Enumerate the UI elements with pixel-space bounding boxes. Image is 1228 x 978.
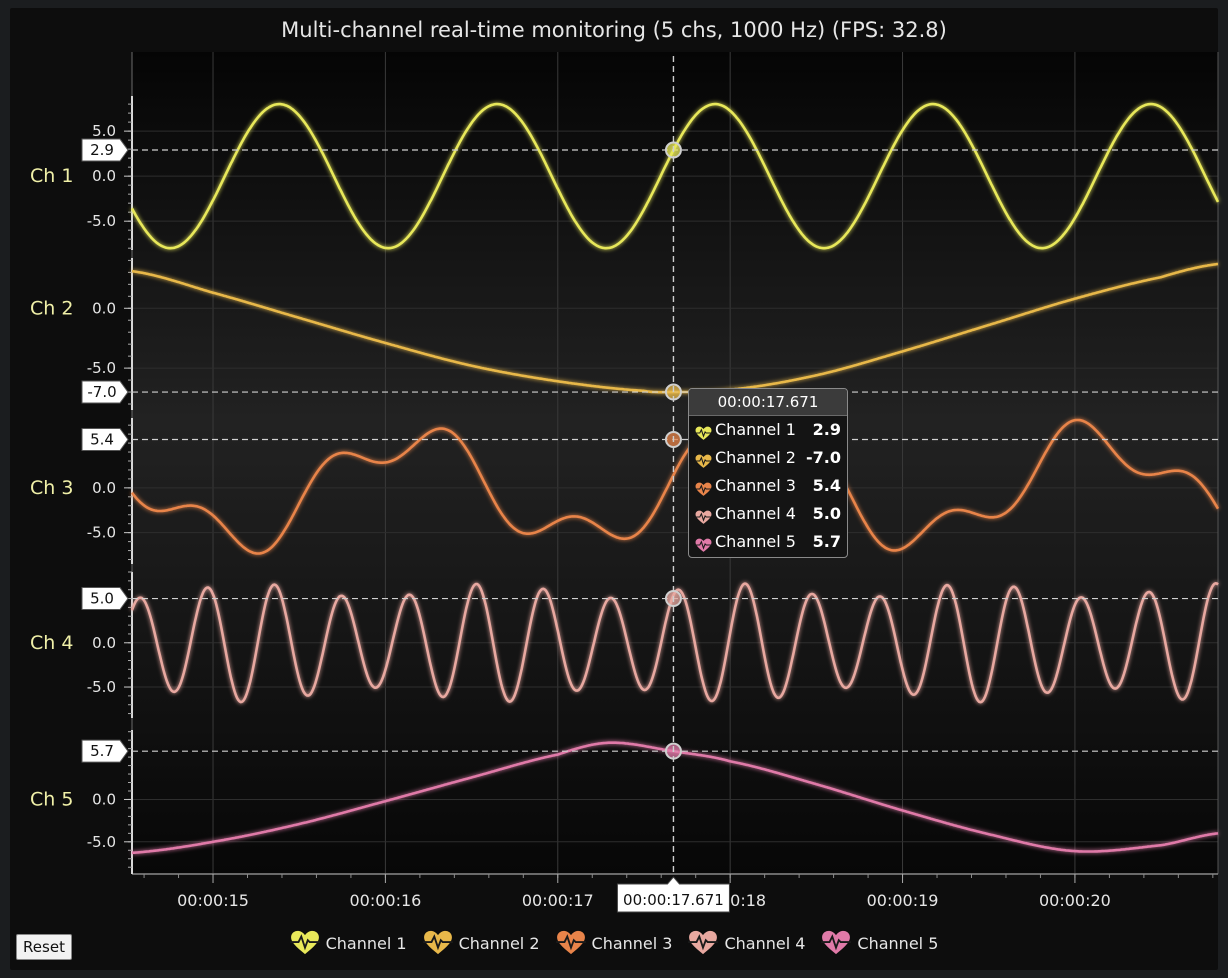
x-tick-label: 00:00:17	[522, 891, 594, 910]
y-tick-label: -5.0	[87, 678, 116, 696]
legend-label: Channel 5	[857, 933, 939, 953]
x-tick-label: 00:00:15	[177, 891, 249, 910]
heartbeat-icon	[821, 930, 852, 956]
y-tick-label: -5.0	[87, 833, 116, 851]
y-tick-label: 0.0	[92, 479, 116, 497]
cursor-time-label: 00:00:17.671	[623, 891, 724, 909]
y-tick-label: 0.0	[92, 634, 116, 652]
cursor-value-label: -7.0	[87, 383, 116, 401]
channel-axis-label: Ch 2	[30, 297, 73, 319]
cursor-value-box	[81, 739, 129, 763]
legend-item-channel-1[interactable]: Channel 1	[289, 930, 407, 956]
heartbeat-icon	[695, 422, 712, 450]
legend-item-channel-5[interactable]: Channel 5	[821, 930, 938, 956]
tooltip-series-name: Channel 2	[715, 448, 796, 467]
cursor-tooltip: 00:00:17.671 Channel 1 2.9 Channel 2 -7.0 Ch…	[688, 388, 848, 558]
heartbeat-icon	[289, 930, 320, 956]
y-tick-label: 0.0	[92, 299, 116, 317]
channel-axis-label: Ch 4	[30, 632, 73, 654]
legend: Channel 1 Channel 2 Channel 3 Channel 4 Chan…	[0, 928, 1228, 958]
x-tick-label: 00:00:16	[349, 891, 421, 910]
tooltip-row: Channel 1 2.9	[689, 416, 847, 444]
y-tick-label: -5.0	[87, 359, 116, 377]
tooltip-row: Channel 4 5.0	[689, 500, 847, 528]
legend-label: Channel 1	[325, 933, 407, 953]
channel-axis-label: Ch 5	[30, 788, 73, 810]
tooltip-time: 00:00:17.671	[689, 389, 847, 416]
channel-axis-label: Ch 1	[30, 165, 73, 187]
y-axis-ch3: 0.0 -5.0 Ch 3	[30, 418, 133, 564]
heartbeat-icon	[688, 930, 719, 956]
tooltip-series-name: Channel 1	[715, 420, 796, 439]
legend-item-channel-2[interactable]: Channel 2	[422, 930, 540, 956]
heartbeat-icon	[422, 930, 453, 956]
cursor-layer: 2.9 -7.0 5.4 5.0 5.7 00:00:17.671	[81, 56, 1218, 913]
heartbeat-icon	[695, 506, 712, 534]
x-tick-label: 00:00:20	[1039, 891, 1111, 910]
reset-button[interactable]: Reset	[16, 934, 72, 960]
tooltip-series-value: 2.9	[812, 420, 841, 439]
legend-label: Channel 3	[591, 933, 673, 953]
y-axis-ch2: 0.0 -5.0 Ch 2	[30, 258, 133, 410]
series-line-ch3	[130, 418, 1220, 555]
tooltip-series-value: 5.7	[812, 532, 841, 551]
cursor-value-label: 5.4	[90, 430, 114, 448]
y-tick-label: 0.0	[92, 167, 116, 185]
legend-label: Channel 4	[724, 933, 806, 953]
y-tick-label: -5.0	[87, 524, 116, 542]
plot-area	[132, 52, 1218, 874]
legend-item-channel-4[interactable]: Channel 4	[688, 930, 805, 956]
legend-label: Channel 2	[458, 933, 540, 953]
legend-item-channel-3[interactable]: Channel 3	[555, 930, 673, 956]
cursor-value-box	[81, 587, 129, 611]
tooltip-series-value: 5.4	[812, 476, 841, 495]
tooltip-row: Channel 3 5.4	[689, 472, 847, 500]
y-axis-ch5: 0.0 -5.0 Ch 5	[30, 730, 133, 874]
heartbeat-icon	[695, 478, 712, 506]
cursor-time-shape	[616, 876, 730, 913]
tooltip-row: Channel 2 -7.0	[689, 444, 847, 472]
cursor-value-label: 2.9	[90, 141, 114, 159]
tooltip-series-value: -7.0	[806, 448, 841, 467]
tooltip-series-name: Channel 5	[715, 532, 796, 551]
y-tick-label: 0.0	[92, 790, 116, 808]
cursor-value-box	[81, 427, 129, 451]
tooltip-series-name: Channel 4	[715, 504, 796, 523]
channel-axis-label: Ch 3	[30, 477, 73, 499]
x-tick-label: 00:00:19	[867, 891, 939, 910]
cursor-value-label: 5.0	[90, 590, 114, 608]
chart-title: Multi-channel real-time monitoring (5 ch…	[281, 18, 947, 42]
tooltip-series-value: 5.0	[812, 504, 841, 523]
cursor-value-box	[81, 380, 129, 404]
heartbeat-icon	[695, 534, 712, 562]
tooltip-row: Channel 5 5.7	[689, 528, 847, 556]
cursor-value-box	[81, 138, 129, 162]
cursor-time-box: 00:00:17.671	[616, 876, 730, 913]
y-tick-label: -5.0	[87, 212, 116, 230]
y-tick-label: 5.0	[92, 122, 116, 140]
heartbeat-icon	[695, 450, 712, 478]
heartbeat-icon	[555, 930, 586, 956]
tooltip-series-name: Channel 3	[715, 476, 796, 495]
y-axis-ch1: 5.0 0.0 -5.0 Ch 1	[30, 96, 133, 250]
axes: 00:00:15 00:00:16 00:00:17 00:00:18 00:00:19…	[30, 52, 1219, 910]
y-axis-ch4: 0.0 -5.0 Ch 4	[30, 571, 133, 718]
cursor-value-label: 5.7	[90, 742, 114, 760]
